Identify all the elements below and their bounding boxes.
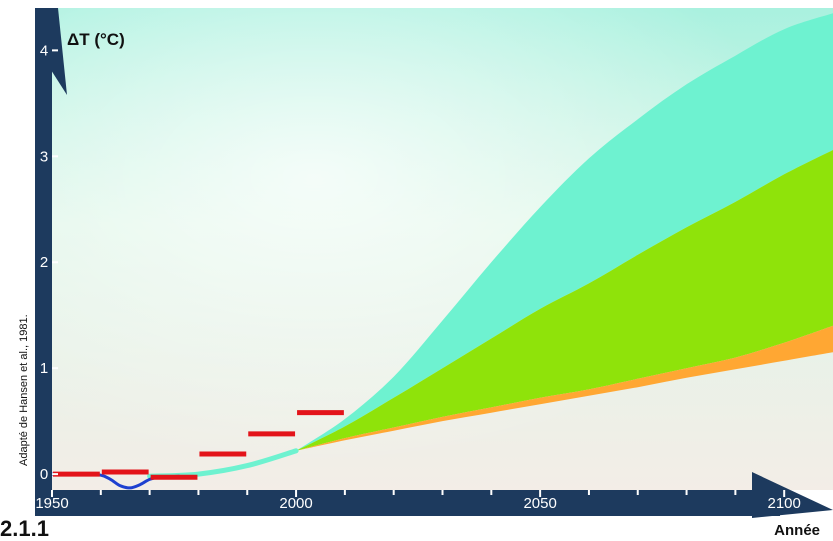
projection-bands: [296, 13, 833, 451]
y-axis-label: ΔT (°C): [67, 30, 125, 49]
y-tick-label: 2: [40, 254, 48, 271]
projection-band-1: [296, 13, 833, 451]
projection-band-2: [296, 150, 833, 451]
x-tick-label: 2050: [523, 495, 556, 512]
x-axis-label: Année: [774, 522, 820, 539]
y-axis: [35, 8, 67, 490]
x-axis: [35, 472, 833, 518]
x-tick-label: 2100: [768, 495, 801, 512]
decadal-means: [53, 410, 344, 480]
y-axis-arrow-icon: [35, 8, 67, 95]
y-tick-label: 0: [40, 466, 48, 483]
x-tick-label: 1950: [35, 495, 68, 512]
y-tick-label: 1: [40, 360, 48, 377]
x-tick-label: 2000: [279, 495, 312, 512]
projection-band-3: [296, 325, 833, 451]
x-ticks: 1950 2000 2050 2100: [35, 490, 801, 512]
x-axis-arrow-icon: [752, 472, 833, 518]
y-tick-label: 3: [40, 148, 48, 165]
credit-text: Adapté de Hansen et al., 1981.: [18, 314, 30, 466]
y-ticks: 0 1 2 3 4: [40, 42, 58, 483]
figure-number: 2.1.1: [0, 516, 49, 541]
y-tick-label: 4: [40, 42, 48, 59]
